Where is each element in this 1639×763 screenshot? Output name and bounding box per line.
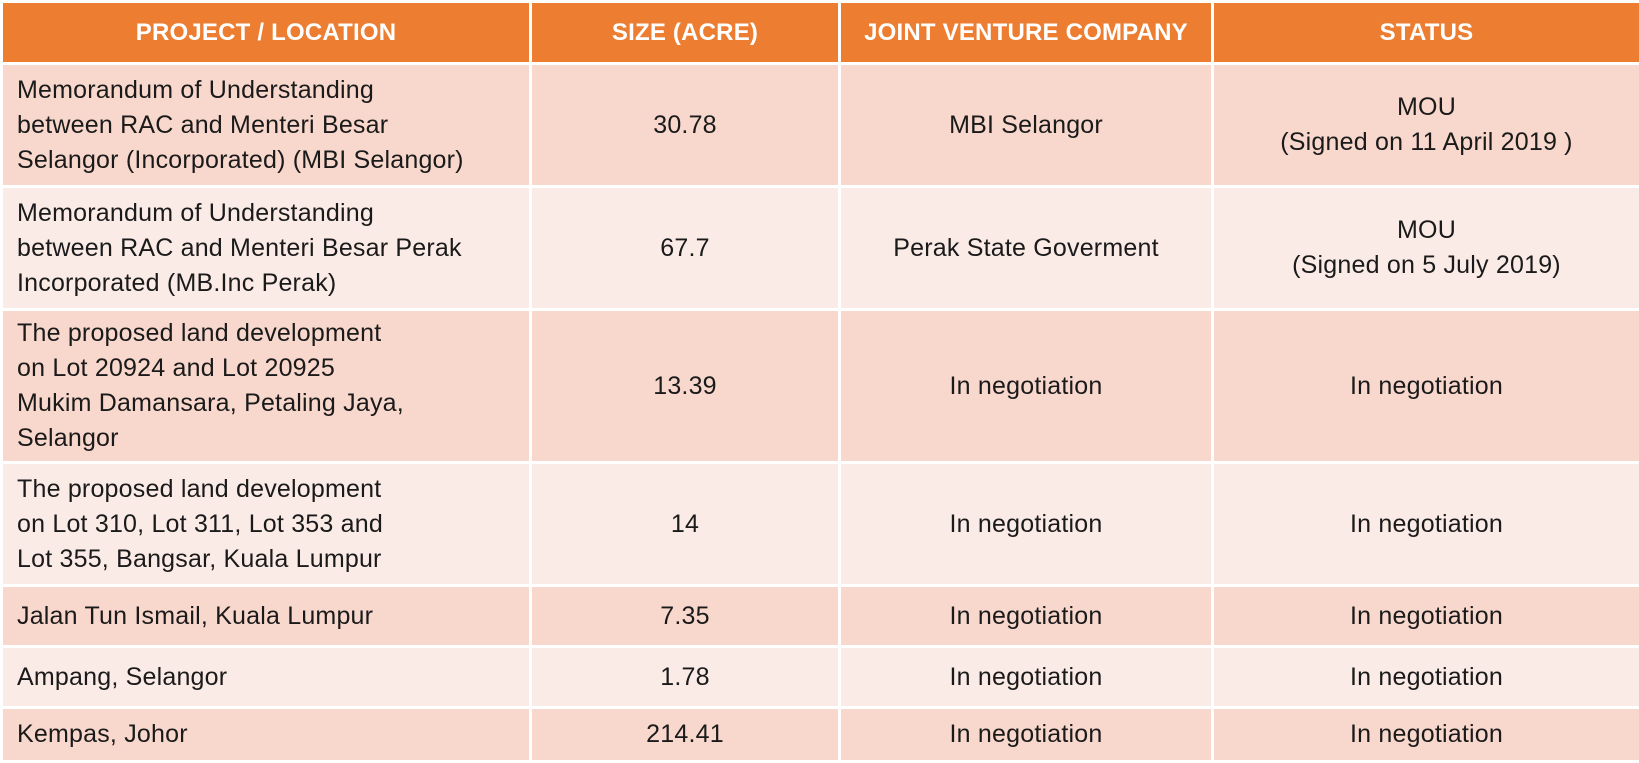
status-line: In negotiation bbox=[1228, 599, 1625, 634]
table-row: The proposed land development on Lot 209… bbox=[2, 310, 1639, 463]
status-line: In negotiation bbox=[1228, 369, 1625, 404]
size-cell: 13.39 bbox=[531, 310, 840, 463]
size-cell: 7.35 bbox=[531, 586, 840, 647]
size-cell: 214.41 bbox=[531, 708, 840, 762]
header-size: SIZE (ACRE) bbox=[531, 2, 840, 64]
project-cell: Jalan Tun Ismail, Kuala Lumpur bbox=[2, 586, 531, 647]
size-cell: 30.78 bbox=[531, 64, 840, 187]
jv-cell: In negotiation bbox=[840, 463, 1213, 586]
project-line: Ampang, Selangor bbox=[17, 660, 515, 695]
size-cell: 1.78 bbox=[531, 647, 840, 708]
project-line: The proposed land development bbox=[17, 472, 515, 507]
project-cell: Kempas, Johor bbox=[2, 708, 531, 762]
table-row: Kempas, Johor 214.41 In negotiation In n… bbox=[2, 708, 1639, 762]
status-line: In negotiation bbox=[1228, 717, 1625, 752]
project-line: Memorandum of Understanding bbox=[17, 73, 515, 108]
status-cell: MOU (Signed on 5 July 2019) bbox=[1213, 187, 1639, 310]
status-line: (Signed on 5 July 2019) bbox=[1228, 248, 1625, 283]
project-cell: Memorandum of Understanding between RAC … bbox=[2, 64, 531, 187]
project-line: Mukim Damansara, Petaling Jaya, bbox=[17, 386, 515, 421]
status-cell: In negotiation bbox=[1213, 586, 1639, 647]
jv-cell: In negotiation bbox=[840, 586, 1213, 647]
table-row: Memorandum of Understanding between RAC … bbox=[2, 187, 1639, 310]
status-cell: MOU (Signed on 11 April 2019 ) bbox=[1213, 64, 1639, 187]
status-cell: In negotiation bbox=[1213, 463, 1639, 586]
header-project-location: PROJECT / LOCATION bbox=[2, 2, 531, 64]
table-row: The proposed land development on Lot 310… bbox=[2, 463, 1639, 586]
jv-cell: In negotiation bbox=[840, 708, 1213, 762]
status-line: In negotiation bbox=[1228, 507, 1625, 542]
table-row: Ampang, Selangor 1.78 In negotiation In … bbox=[2, 647, 1639, 708]
header-status: STATUS bbox=[1213, 2, 1639, 64]
project-line: Jalan Tun Ismail, Kuala Lumpur bbox=[17, 599, 515, 634]
project-line: on Lot 20924 and Lot 20925 bbox=[17, 351, 515, 386]
project-line: Memorandum of Understanding bbox=[17, 196, 515, 231]
project-line: Selangor bbox=[17, 421, 515, 456]
status-cell: In negotiation bbox=[1213, 310, 1639, 463]
project-line: on Lot 310, Lot 311, Lot 353 and bbox=[17, 507, 515, 542]
status-cell: In negotiation bbox=[1213, 647, 1639, 708]
jv-cell: In negotiation bbox=[840, 647, 1213, 708]
status-line: MOU bbox=[1228, 213, 1625, 248]
table-row: Memorandum of Understanding between RAC … bbox=[2, 64, 1639, 187]
status-line: In negotiation bbox=[1228, 660, 1625, 695]
project-line: Kempas, Johor bbox=[17, 717, 515, 752]
table-row: Jalan Tun Ismail, Kuala Lumpur 7.35 In n… bbox=[2, 586, 1639, 647]
jv-cell: In negotiation bbox=[840, 310, 1213, 463]
status-line: (Signed on 11 April 2019 ) bbox=[1228, 125, 1625, 160]
status-line: MOU bbox=[1228, 90, 1625, 125]
size-cell: 14 bbox=[531, 463, 840, 586]
project-line: Incorporated (MB.Inc Perak) bbox=[17, 266, 515, 301]
jv-cell: MBI Selangor bbox=[840, 64, 1213, 187]
jv-cell: Perak State Goverment bbox=[840, 187, 1213, 310]
project-cell: The proposed land development on Lot 310… bbox=[2, 463, 531, 586]
project-line: Lot 355, Bangsar, Kuala Lumpur bbox=[17, 542, 515, 577]
project-line: between RAC and Menteri Besar Perak bbox=[17, 231, 515, 266]
table-header-row: PROJECT / LOCATION SIZE (ACRE) JOINT VEN… bbox=[2, 2, 1639, 64]
status-cell: In negotiation bbox=[1213, 708, 1639, 762]
project-line: Selangor (Incorporated) (MBI Selangor) bbox=[17, 143, 515, 178]
project-cell: Ampang, Selangor bbox=[2, 647, 531, 708]
header-joint-venture-company: JOINT VENTURE COMPANY bbox=[840, 2, 1213, 64]
project-line: The proposed land development bbox=[17, 316, 515, 351]
size-cell: 67.7 bbox=[531, 187, 840, 310]
project-line: between RAC and Menteri Besar bbox=[17, 108, 515, 143]
project-cell: The proposed land development on Lot 209… bbox=[2, 310, 531, 463]
project-cell: Memorandum of Understanding between RAC … bbox=[2, 187, 531, 310]
